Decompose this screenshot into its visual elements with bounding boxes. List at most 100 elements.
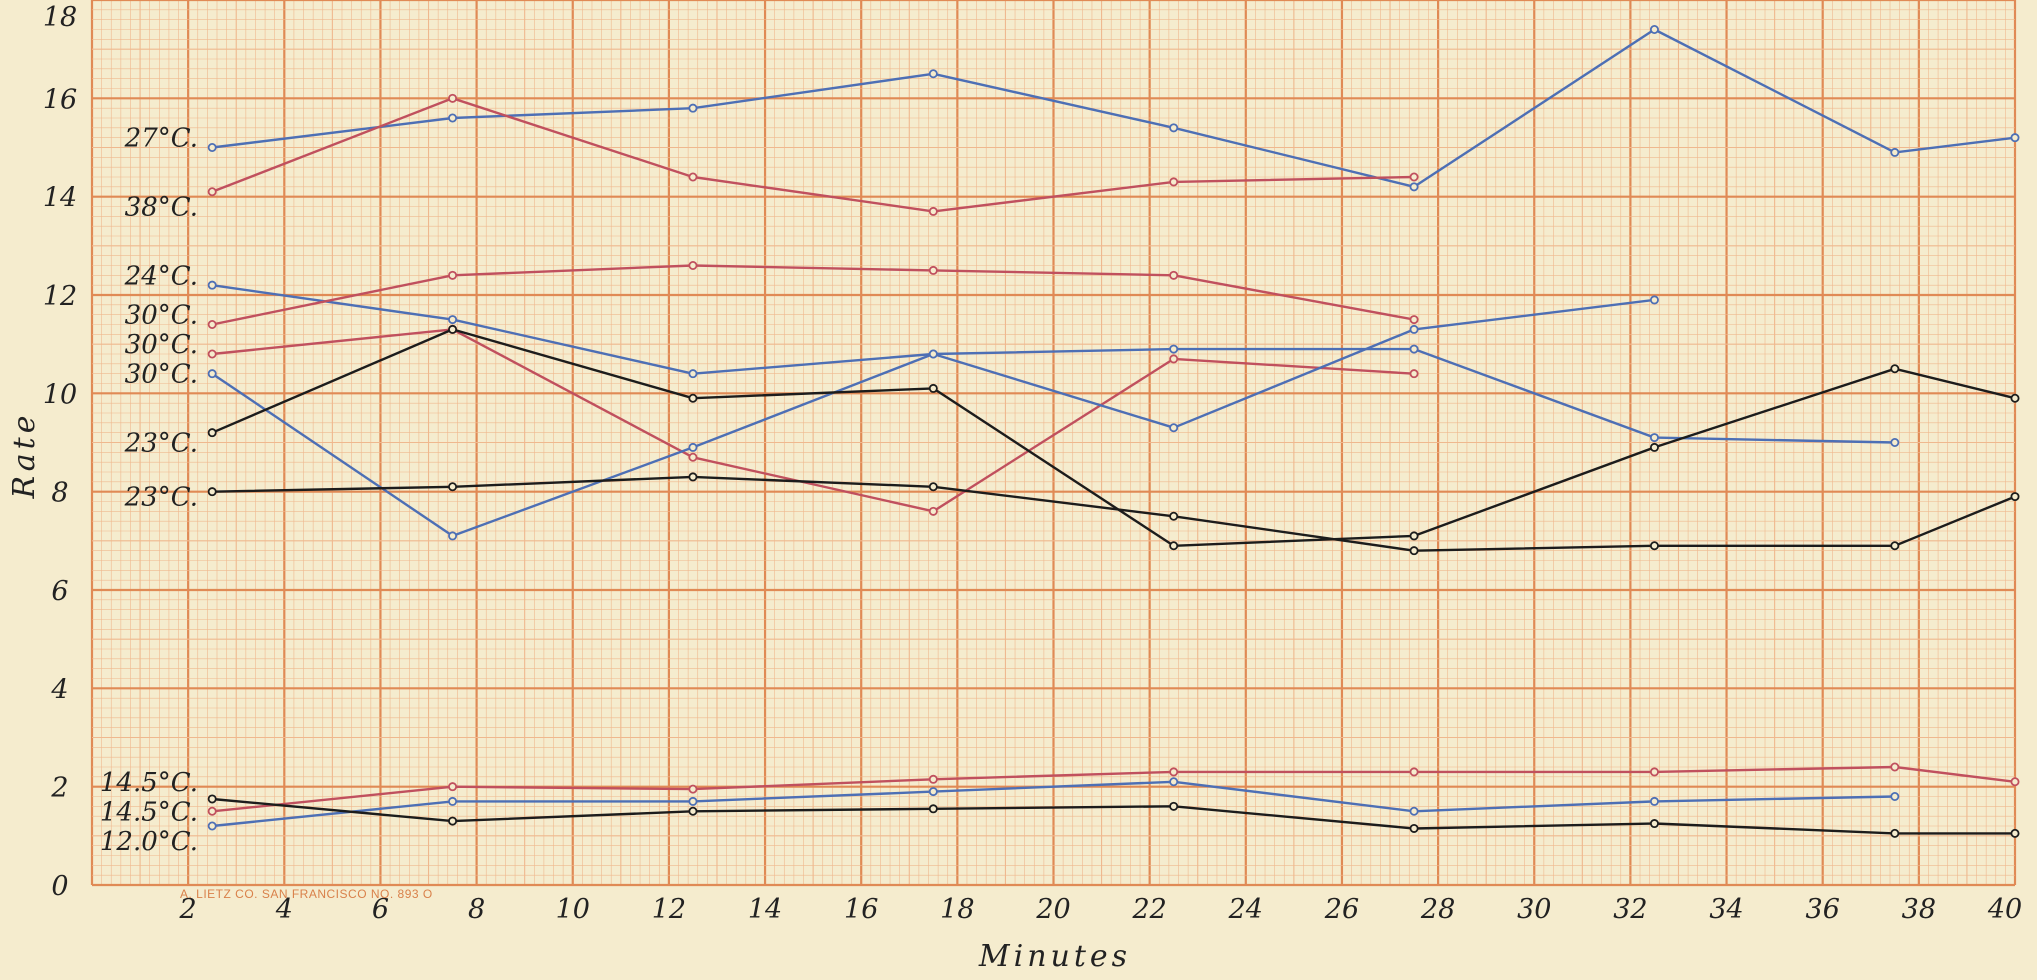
series-label: 12.0°C. <box>100 827 198 857</box>
data-point <box>688 442 698 452</box>
x-axis-ticks: 2 4 6 8 10 12 14 16 18 20 22 24 26 28 30 32 34 36 38 40 <box>179 894 2023 925</box>
data-point <box>1649 24 1659 34</box>
series-7 <box>207 324 2020 551</box>
x-axis-title: Minutes <box>978 939 1131 974</box>
series-label: 30°C. <box>125 301 198 331</box>
data-point <box>448 782 458 792</box>
data-point <box>1169 344 1179 354</box>
data-point <box>1409 823 1419 833</box>
data-point <box>448 113 458 123</box>
data-point <box>448 324 458 334</box>
data-point <box>928 69 938 79</box>
data-point <box>1890 437 1900 447</box>
data-point <box>1169 511 1179 521</box>
data-point <box>1409 182 1419 192</box>
data-point <box>928 349 938 359</box>
data-point <box>1409 546 1419 556</box>
data-point <box>928 206 938 216</box>
data-point <box>1649 433 1659 443</box>
series-2 <box>207 93 1419 216</box>
y-tick-label: 16 <box>43 84 77 115</box>
x-tick-label: 12 <box>652 894 686 925</box>
x-tick-label: 4 <box>275 894 293 925</box>
series-4 <box>207 260 1419 329</box>
data-point <box>1169 423 1179 433</box>
data-point <box>688 784 698 794</box>
data-point <box>1649 541 1659 551</box>
data-point <box>207 821 217 831</box>
x-tick-label: 6 <box>372 894 389 925</box>
data-point <box>1409 324 1419 334</box>
x-tick-label: 16 <box>844 894 878 925</box>
y-axis-ticks: 0 2 4 6 8 10 12 14 16 18 <box>43 2 77 902</box>
data-point <box>928 774 938 784</box>
data-point <box>928 787 938 797</box>
data-point <box>1409 344 1419 354</box>
series-11 <box>207 794 2020 838</box>
x-tick-label: 24 <box>1228 894 1263 925</box>
data-point <box>1409 767 1419 777</box>
data-point <box>688 393 698 403</box>
data-point <box>1169 801 1179 811</box>
y-tick-label: 8 <box>51 478 68 509</box>
series-line <box>212 780 1895 828</box>
data-point <box>207 142 217 152</box>
data-point <box>688 172 698 182</box>
y-tick-label: 2 <box>50 773 68 804</box>
data-point <box>2010 828 2020 838</box>
data-point <box>207 794 217 804</box>
y-tick-label: 0 <box>51 871 68 902</box>
x-tick-label: 40 <box>1987 894 2022 925</box>
x-tick-label: 8 <box>468 894 485 925</box>
series-1 <box>207 24 2020 192</box>
data-point <box>1409 806 1419 816</box>
data-point <box>1649 819 1659 829</box>
data-point <box>1649 295 1659 305</box>
x-tick-label: 28 <box>1420 894 1455 925</box>
data-point <box>1169 270 1179 280</box>
y-tick-label: 18 <box>43 2 77 33</box>
series-layer <box>207 24 2020 838</box>
series-line <box>212 328 1415 513</box>
x-tick-label: 36 <box>1806 894 1840 925</box>
data-point <box>207 349 217 359</box>
data-point <box>1409 369 1419 379</box>
data-point <box>2010 777 2020 787</box>
series-line <box>211 264 1415 326</box>
x-tick-label: 38 <box>1902 894 1936 925</box>
series-line <box>211 97 1415 213</box>
series-6 <box>207 295 1659 541</box>
data-point <box>1409 172 1419 182</box>
series-labels: 27°C.38°C.24°C.30°C.30°C.30°C.23°C.23°C.… <box>100 124 198 857</box>
data-point <box>1169 177 1179 187</box>
data-point <box>207 280 217 290</box>
data-point <box>207 319 217 329</box>
data-point <box>1890 792 1900 802</box>
series-label: 23°C. <box>124 429 198 459</box>
data-point <box>1890 828 1900 838</box>
data-point <box>1169 541 1179 551</box>
data-point <box>688 806 698 816</box>
data-point <box>1890 364 1900 374</box>
data-point <box>1890 762 1900 772</box>
data-point <box>207 369 217 379</box>
data-point <box>688 103 698 113</box>
x-tick-label: 32 <box>1613 894 1647 925</box>
data-point <box>1409 315 1419 325</box>
data-point <box>207 806 217 816</box>
series-9 <box>207 762 2020 816</box>
data-point <box>448 482 458 492</box>
data-point <box>1649 796 1659 806</box>
data-point <box>448 796 458 806</box>
data-point <box>1169 767 1179 777</box>
x-tick-label: 34 <box>1709 894 1743 925</box>
data-point <box>928 265 938 275</box>
data-point <box>688 260 698 270</box>
graph-paper-grid <box>90 0 2017 887</box>
data-point <box>448 270 458 280</box>
data-point <box>207 487 217 497</box>
data-point <box>928 804 938 814</box>
series-label: 30°C. <box>125 360 198 390</box>
x-tick-label: 14 <box>748 894 782 925</box>
y-tick-label: 6 <box>51 576 68 607</box>
